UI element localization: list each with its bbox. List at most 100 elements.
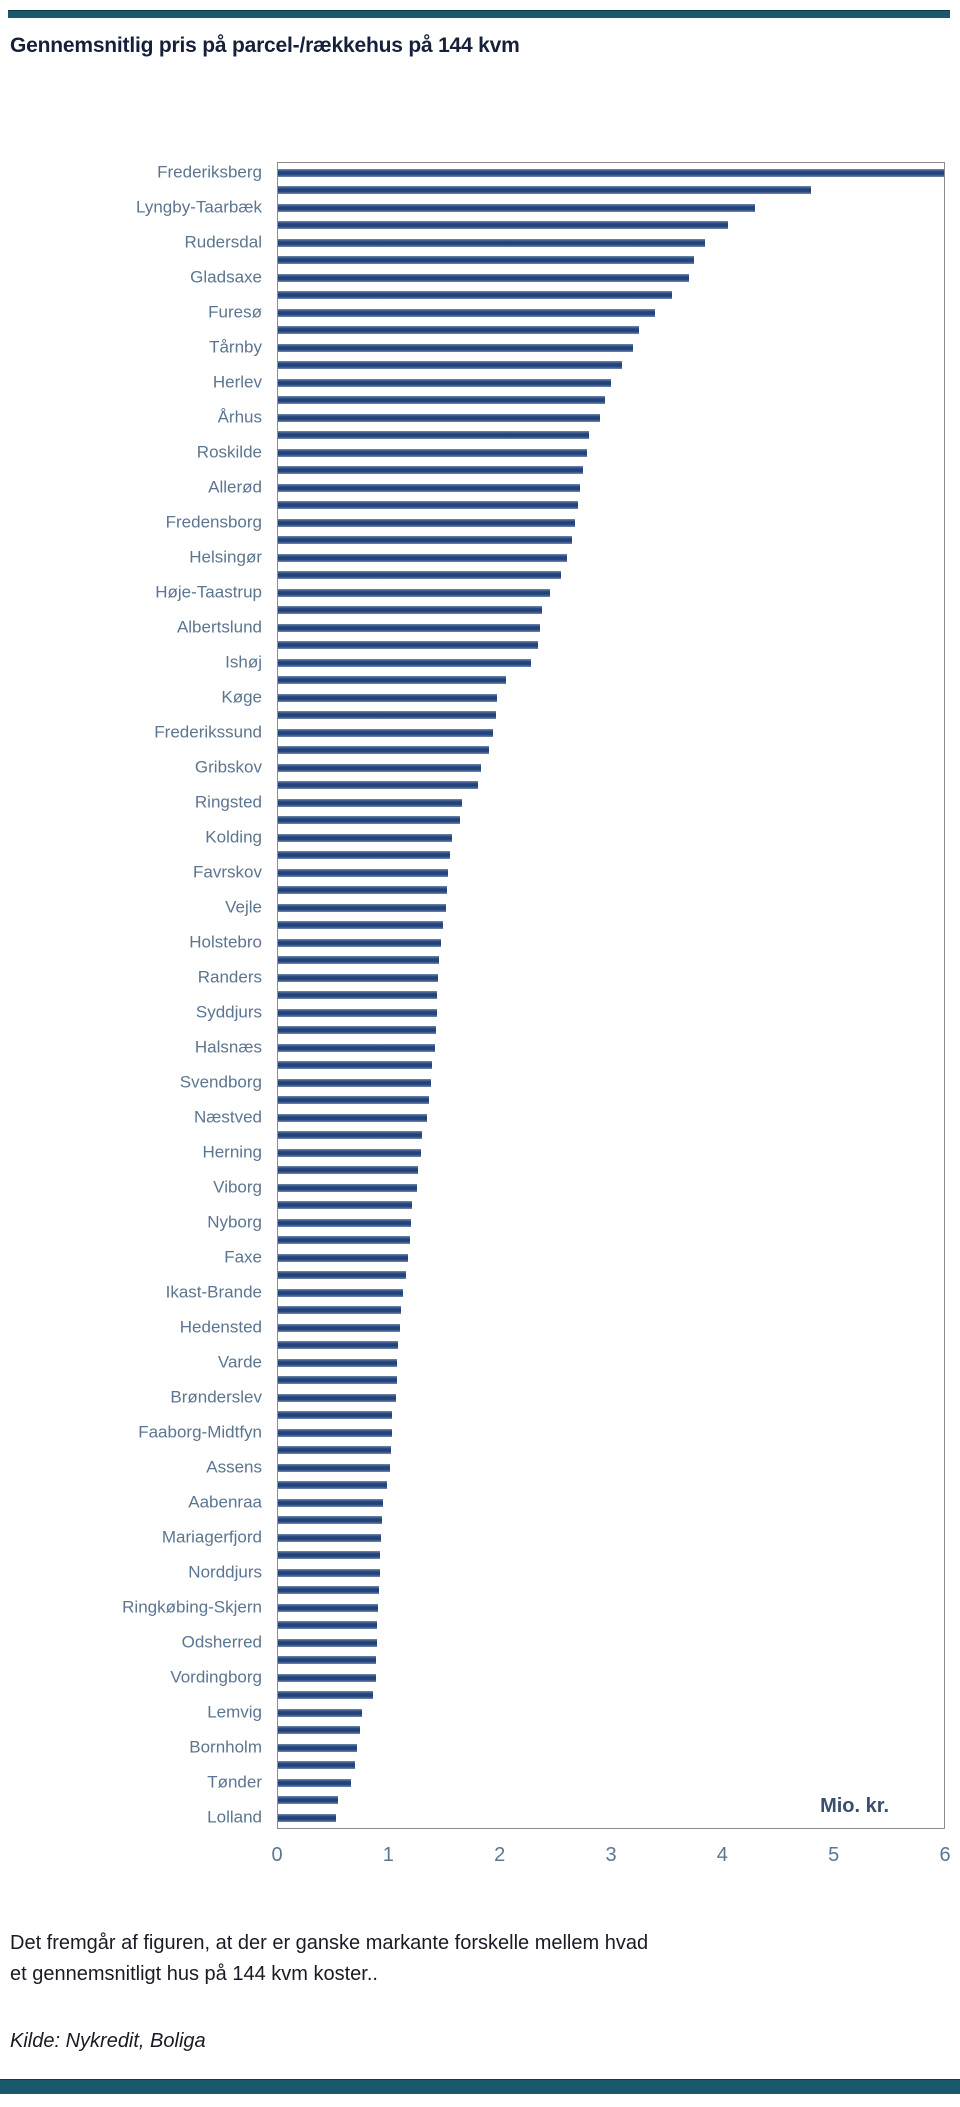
figure-note-line1: Det fremgår af figuren, at der er ganske… xyxy=(10,1932,649,1954)
category-label: Albertslund xyxy=(176,617,262,636)
bar xyxy=(278,553,567,562)
bar xyxy=(278,991,437,999)
bar xyxy=(278,1813,336,1822)
bar xyxy=(278,1656,376,1664)
bar xyxy=(278,1498,384,1507)
bar xyxy=(278,973,438,982)
bar xyxy=(278,1253,408,1262)
bar xyxy=(278,1796,338,1804)
x-axis-tick-label: 2 xyxy=(494,1844,506,1866)
category-label: Viborg xyxy=(213,1177,262,1196)
bar xyxy=(278,1551,381,1559)
bar xyxy=(278,1533,382,1542)
bar xyxy=(278,378,611,387)
bar xyxy=(278,676,506,684)
bar xyxy=(278,1726,361,1734)
x-axis-tick-label: 4 xyxy=(716,1844,728,1866)
category-label: Norddjurs xyxy=(188,1562,262,1581)
bar xyxy=(278,816,461,824)
bar xyxy=(278,536,573,544)
bar xyxy=(278,798,463,807)
category-label: Helsingør xyxy=(189,547,262,566)
category-label: Tårnby xyxy=(209,337,262,356)
bar xyxy=(278,501,578,509)
bar xyxy=(278,571,562,579)
category-label: Faxe xyxy=(224,1247,262,1266)
category-label: Lolland xyxy=(207,1807,262,1826)
bar xyxy=(278,1463,391,1472)
bar xyxy=(278,1131,423,1139)
bottom-divider-rule xyxy=(0,2079,960,2094)
bar xyxy=(278,588,550,597)
bar xyxy=(278,763,482,772)
top-divider-rule xyxy=(8,10,950,18)
bar xyxy=(278,1481,387,1489)
figure-note-line2: et gennemsnitligt hus på 144 kvm koster.… xyxy=(10,1963,378,1985)
category-label: Svendborg xyxy=(179,1072,262,1091)
bar xyxy=(278,168,944,177)
category-label: Rudersdal xyxy=(184,232,263,251)
bar xyxy=(278,518,576,527)
category-label: Herlev xyxy=(212,372,262,391)
category-label: Mariagerfjord xyxy=(161,1527,262,1546)
category-label: Ringsted xyxy=(194,792,262,811)
bar xyxy=(278,1148,422,1157)
bar xyxy=(278,291,673,299)
bar xyxy=(278,1113,427,1122)
bar xyxy=(278,1691,374,1699)
category-label: Kolding xyxy=(205,827,262,846)
category-label: Furesø xyxy=(208,302,262,321)
bar xyxy=(278,886,447,894)
category-label: Frederikssund xyxy=(154,722,262,741)
bar xyxy=(278,781,478,789)
bar xyxy=(278,1603,378,1612)
category-label: Århus xyxy=(217,407,262,426)
bar xyxy=(278,711,496,719)
category-label: Odsherred xyxy=(181,1632,262,1651)
bar xyxy=(278,1516,383,1524)
x-axis-tick-label: 6 xyxy=(939,1844,951,1866)
category-label: Gribskov xyxy=(194,757,262,776)
category-label: Hedensted xyxy=(179,1317,262,1336)
bar xyxy=(278,606,543,614)
bar xyxy=(278,186,811,194)
axis-unit-label: Mio. kr. xyxy=(820,1795,889,1817)
bar xyxy=(278,1673,376,1682)
category-label: Vejle xyxy=(225,897,262,916)
bar xyxy=(278,1026,436,1034)
bar xyxy=(278,938,442,947)
bar xyxy=(278,1008,437,1017)
category-label: Varde xyxy=(217,1352,262,1371)
bar xyxy=(278,1446,392,1454)
category-label: Aabenraa xyxy=(188,1492,262,1511)
bar xyxy=(278,1078,432,1087)
bar xyxy=(278,1358,397,1367)
category-label: Allerød xyxy=(208,477,262,496)
bar xyxy=(278,746,489,754)
bar xyxy=(278,693,497,702)
bar xyxy=(278,1743,357,1752)
bar-chart: Frederiksberg Lyngby-Taarbæk Rudersdal Glad… xyxy=(0,162,960,1829)
bar xyxy=(278,1218,412,1227)
category-label: Brønderslev xyxy=(170,1387,262,1406)
category-label: Syddjurs xyxy=(195,1002,262,1021)
bar xyxy=(278,203,756,212)
bar xyxy=(278,1393,396,1402)
bar xyxy=(278,413,600,422)
category-label: Holstebro xyxy=(189,932,262,951)
bar xyxy=(278,1638,377,1647)
bar xyxy=(278,851,451,859)
category-label: Halsnæs xyxy=(194,1037,262,1056)
x-axis-tick-label: 0 xyxy=(271,1844,283,1866)
bar xyxy=(278,1621,377,1629)
category-label: Køge xyxy=(221,687,262,706)
category-label: Favrskov xyxy=(193,862,262,881)
bar xyxy=(278,1236,411,1244)
bar xyxy=(278,641,538,649)
category-label: Frederiksberg xyxy=(157,162,262,181)
category-label: Ikast-Brande xyxy=(165,1282,262,1301)
bar xyxy=(278,1271,406,1279)
bar xyxy=(278,1761,355,1769)
bar xyxy=(278,483,580,492)
